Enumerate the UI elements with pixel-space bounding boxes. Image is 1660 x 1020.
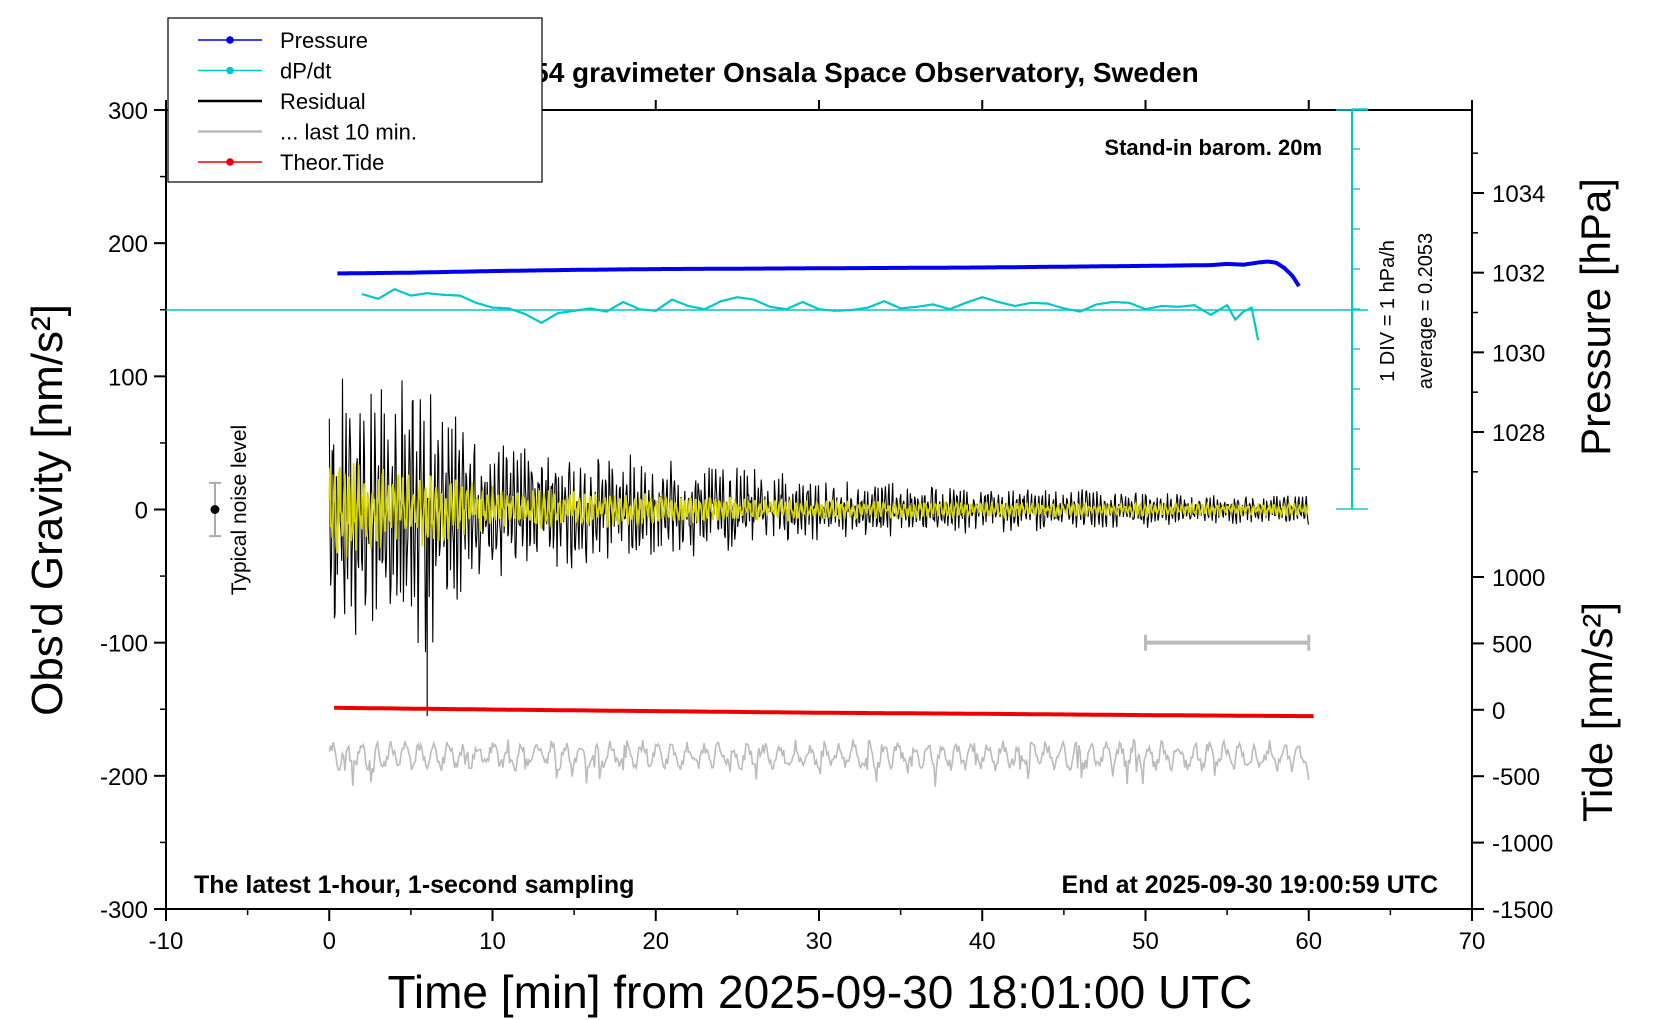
x-tick-label: 50	[1132, 928, 1159, 955]
y-axis-label-pressure: Pressure [hPa]	[1572, 178, 1619, 456]
tide-tick-label: 500	[1492, 631, 1532, 658]
y-left-tick-label: -100	[100, 631, 148, 658]
tide-tick-label: -1000	[1492, 831, 1553, 858]
pressure-tick-label: 1034	[1492, 181, 1545, 208]
y-left-tick-label: 100	[108, 364, 148, 391]
annotation-barometer: Stand-in barom. 20m	[1104, 135, 1322, 160]
tide-series-line	[334, 705, 1314, 719]
legend-label: Residual	[280, 89, 366, 114]
noise-bar-dot	[210, 505, 220, 514]
pressure-tick-label: 1032	[1492, 261, 1545, 288]
annotation-end-time: End at 2025-09-30 19:00:59 UTC	[1061, 871, 1438, 899]
x-tick-label: 60	[1295, 928, 1322, 955]
y-left-tick-label: -300	[100, 897, 148, 924]
y-left-tick-label: 200	[108, 231, 148, 258]
pressure-tick-label: 1030	[1492, 340, 1545, 367]
x-tick-label: 70	[1459, 928, 1486, 955]
x-tick-label: 20	[642, 928, 669, 955]
legend-marker	[226, 66, 234, 75]
x-tick-label: 0	[323, 928, 336, 955]
tide-tick-label: -500	[1492, 764, 1540, 791]
legend: Pressure dP/dt Residual ... last 10 min. The…	[167, 17, 543, 183]
y-left-tick-label: 0	[135, 498, 148, 525]
pressure-tick-label: 1028	[1492, 420, 1545, 447]
residual-series-line	[328, 378, 1310, 653]
y-left-tick-label: 300	[108, 98, 148, 125]
tide-tick-label: -1500	[1492, 897, 1553, 924]
legend-marker	[226, 158, 234, 166]
chart-title: SCG_054 gravimeter Onsala Space Observat…	[441, 57, 1198, 88]
legend-label: ... last 10 min.	[280, 120, 417, 145]
last-10-min-line	[328, 738, 1310, 787]
legend-label: Pressure	[280, 28, 368, 53]
dpdt-series-line	[361, 287, 1260, 341]
y-left-tick-label: -200	[100, 764, 148, 791]
x-tick-label: 10	[479, 928, 506, 955]
x-tick-label: 40	[969, 928, 996, 955]
x-axis-label: Time [min] from 2025-09-30 18:01:00 UTC	[388, 966, 1253, 1018]
series-layer	[166, 108, 1368, 787]
axes-layer: -10 0 10 20 30 40 50 60 70-300-200-1000100200300…	[100, 98, 1553, 955]
legend-items: Pressure dP/dt Residual ... last 10 min. The…	[198, 28, 417, 175]
tide-tick-label: 0	[1492, 698, 1505, 725]
annotation-noise-level: Typical noise level	[228, 425, 251, 595]
legend-label: Theor.Tide	[280, 150, 384, 175]
annotation-dpdt-scale: 1 DIV = 1 hPa/h	[1377, 240, 1399, 382]
x-tick-label: -10	[149, 928, 184, 955]
annotation-dpdt-average: average = 0.2053	[1415, 233, 1437, 389]
x-tick-label: 30	[806, 928, 833, 955]
pressure-series-line	[337, 259, 1301, 288]
annotation-sampling: The latest 1-hour, 1-second sampling	[194, 871, 634, 899]
y-axis-label-left: Obs'd Gravity [nm/s²]	[23, 304, 72, 716]
y-axis-label-tide: Tide [nm/s²]	[1574, 602, 1621, 822]
tide-tick-label: 1000	[1492, 565, 1545, 592]
residual-filtered-line	[328, 462, 1309, 558]
legend-marker	[226, 36, 234, 44]
legend-label: dP/dt	[280, 59, 331, 84]
